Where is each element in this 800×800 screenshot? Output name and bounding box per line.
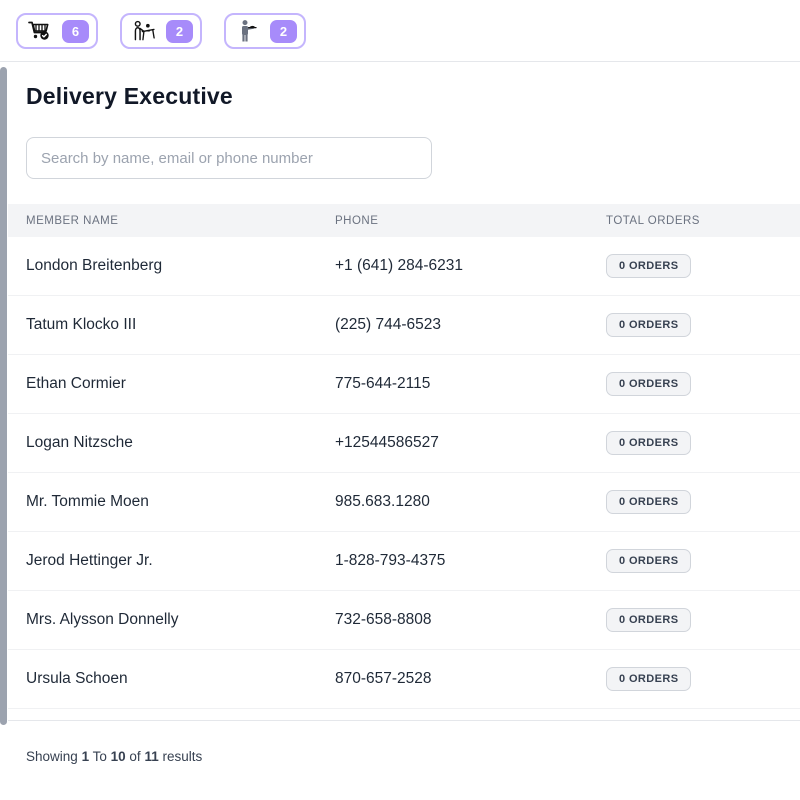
orders-badge: 0 ORDERS <box>606 667 692 691</box>
member-name: Tatum Klocko III <box>26 316 137 333</box>
staff-count-badge: 2 <box>166 19 193 43</box>
results-total: 11 <box>144 749 159 764</box>
results-showing-label: Showing <box>26 749 78 764</box>
members-table: MEMBER NAME PHONE TOTAL ORDERS London Br… <box>8 204 800 721</box>
table-row: Ursula Schoen 870-657-2528 0 ORDERS <box>8 650 800 709</box>
member-name: Ethan Cormier <box>26 375 126 392</box>
table-row: London Breitenberg +1 (641) 284-6231 0 O… <box>8 237 800 296</box>
results-suffix-label: results <box>162 749 203 764</box>
member-phone: +1 (641) 284-6231 <box>335 257 463 274</box>
orders-badge: 0 ORDERS <box>606 549 692 573</box>
cart-count-badge: 6 <box>62 19 89 43</box>
member-name: London Breitenberg <box>26 257 163 274</box>
table-row: Tatum Klocko III (225) 744-6523 0 ORDERS <box>8 296 800 355</box>
member-name: Jerod Hettinger Jr. <box>26 552 153 569</box>
orders-badge: 0 ORDERS <box>606 313 692 337</box>
table-row: Logan Nitzsche +12544586527 0 ORDERS <box>8 414 800 473</box>
member-phone: 732-658-8808 <box>335 611 432 628</box>
member-phone: (225) 744-6523 <box>335 316 441 333</box>
top-toolbar: 6 2 <box>0 0 800 61</box>
delivery-person-icon <box>235 19 261 43</box>
member-phone: 985.683.1280 <box>335 493 430 510</box>
table-row: Mr. Tommie Moen 985.683.1280 0 ORDERS <box>8 473 800 532</box>
member-name: Mrs. Alysson Donnelly <box>26 611 179 628</box>
delivery-count-badge: 2 <box>270 19 297 43</box>
results-of-label: of <box>129 749 141 764</box>
member-phone: +12544586527 <box>335 434 439 451</box>
results-summary: Showing 1 To 10 of 11 results <box>8 721 800 764</box>
vertical-scrollbar-thumb[interactable] <box>0 67 7 725</box>
panel-divider <box>0 61 800 62</box>
results-from: 1 <box>81 749 90 764</box>
results-to-label: To <box>92 749 107 764</box>
orders-badge: 0 ORDERS <box>606 490 692 514</box>
header-total-orders: TOTAL ORDERS <box>606 214 700 227</box>
delivery-person-button[interactable]: 2 <box>224 13 306 49</box>
orders-badge: 0 ORDERS <box>606 608 692 632</box>
header-phone: PHONE <box>335 214 379 227</box>
member-name: Mr. Tommie Moen <box>26 493 149 510</box>
page-title: Delivery Executive <box>26 83 233 109</box>
member-phone: 870-657-2528 <box>335 670 432 687</box>
cart-button[interactable]: 6 <box>16 13 98 49</box>
member-name: Ursula Schoen <box>26 670 128 687</box>
table-row: Jerod Hettinger Jr. 1-828-793-4375 0 ORD… <box>8 532 800 591</box>
staff-button[interactable]: 2 <box>120 13 202 49</box>
table-header-row: MEMBER NAME PHONE TOTAL ORDERS <box>8 204 800 237</box>
header-member-name: MEMBER NAME <box>26 214 119 227</box>
orders-badge: 0 ORDERS <box>606 372 692 396</box>
delivery-executive-panel: Delivery Executive MEMBER NAME PHONE TOT… <box>8 62 800 764</box>
table-row: Mrs. Alysson Donnelly 732-658-8808 0 ORD… <box>8 591 800 650</box>
orders-badge: 0 ORDERS <box>606 254 692 278</box>
orders-badge: 0 ORDERS <box>606 431 692 455</box>
member-phone: 1-828-793-4375 <box>335 552 446 569</box>
cart-check-icon <box>27 19 53 43</box>
results-to: 10 <box>110 749 126 764</box>
search-input[interactable] <box>26 137 432 179</box>
staff-icon <box>131 19 157 43</box>
table-row-clipped <box>8 709 800 721</box>
table-row: Ethan Cormier 775-644-2115 0 ORDERS <box>8 355 800 414</box>
member-phone: 775-644-2115 <box>335 375 431 392</box>
member-name: Logan Nitzsche <box>26 434 133 451</box>
